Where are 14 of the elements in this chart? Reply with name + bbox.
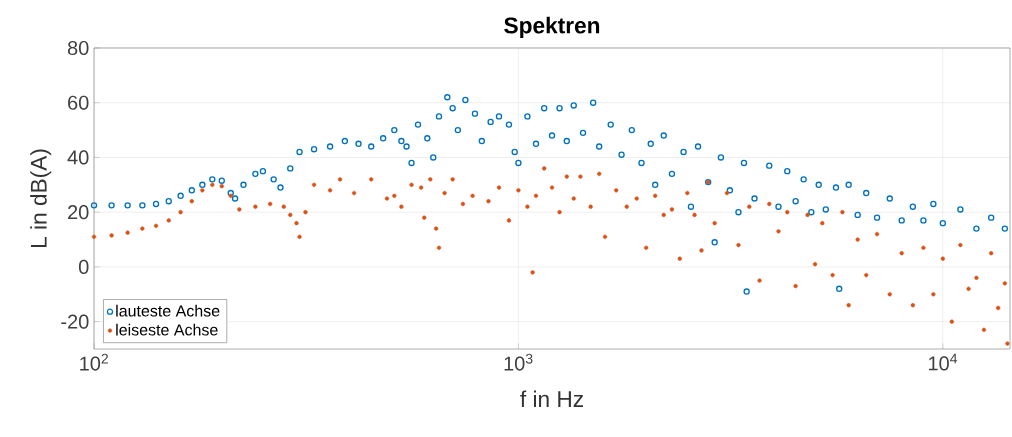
legend-label: leiseste Achse <box>116 323 218 336</box>
x-tick-label: 10$^{3}$ <box>504 353 533 371</box>
y-tick-label: 40 <box>67 150 89 165</box>
y-tick-label: 20 <box>68 205 89 220</box>
y-tick-label: 0 <box>78 259 89 274</box>
x-axis-title: f in Hz <box>520 390 583 407</box>
y-tick-label: 80 <box>67 40 89 56</box>
x-tick-label: 10$^{4}$ <box>929 353 958 371</box>
y-tick-label: -20 <box>61 314 89 329</box>
y-axis-title: L in dB(A) <box>30 149 52 248</box>
x-tick-label: 10$^{2}$ <box>80 353 108 371</box>
legend-label: lauteste Achse <box>116 304 220 317</box>
y-tick-label: 60 <box>68 95 89 110</box>
chart-title: Spektren <box>504 16 600 38</box>
